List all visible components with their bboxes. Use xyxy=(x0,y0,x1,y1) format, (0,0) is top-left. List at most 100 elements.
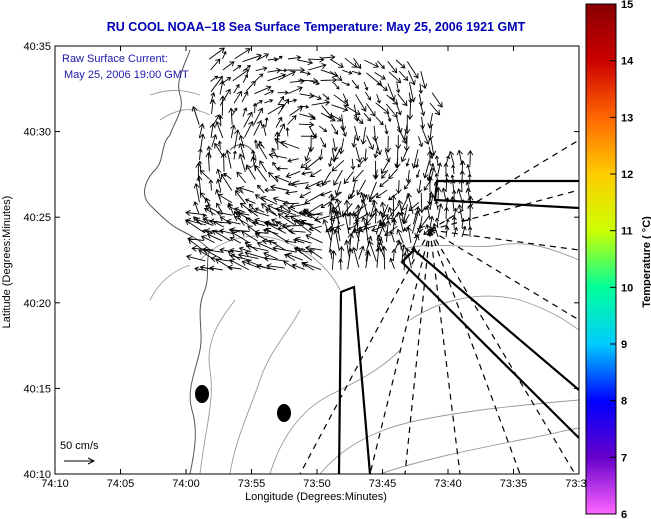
current-vector xyxy=(460,199,466,211)
current-vector xyxy=(368,181,377,201)
current-vector xyxy=(445,155,451,166)
current-vector xyxy=(305,234,323,244)
current-vector xyxy=(247,207,270,217)
scale-label: 50 cm/s xyxy=(60,440,99,452)
current-vector xyxy=(347,211,353,226)
current-vector xyxy=(395,59,406,69)
current-vector xyxy=(444,173,449,184)
current-vector xyxy=(287,227,306,235)
current-vector xyxy=(246,243,269,252)
current-vector xyxy=(373,146,379,159)
current-vector xyxy=(308,80,321,86)
current-vector xyxy=(331,104,349,112)
colorbar-label: Temperature ( °C) xyxy=(641,216,651,308)
current-vector xyxy=(342,212,350,235)
current-vector xyxy=(427,193,432,206)
current-vector xyxy=(299,104,310,109)
current-vector xyxy=(218,228,233,234)
current-vector xyxy=(287,55,302,61)
current-vector xyxy=(263,255,286,262)
current-vector xyxy=(254,139,258,149)
current-vector xyxy=(293,219,312,234)
coastline xyxy=(144,49,257,475)
current-vector xyxy=(216,210,233,217)
current-vector xyxy=(300,71,312,76)
current-vector xyxy=(238,142,246,160)
current-vector xyxy=(418,83,423,94)
current-vector xyxy=(275,221,296,235)
current-vector xyxy=(358,245,365,260)
current-vector xyxy=(349,180,356,200)
current-vector xyxy=(246,164,256,180)
current-vector xyxy=(466,163,471,175)
current-vector xyxy=(351,70,362,76)
current-vector xyxy=(208,218,232,225)
current-vector xyxy=(242,74,249,83)
radial-line xyxy=(429,229,580,251)
current-vector xyxy=(343,104,361,116)
current-vector xyxy=(256,241,278,252)
current-vector xyxy=(320,112,336,122)
contour-line xyxy=(199,299,236,475)
current-vector xyxy=(254,165,268,182)
current-vector xyxy=(286,98,298,103)
current-vector xyxy=(234,129,241,149)
current-vector xyxy=(353,57,362,69)
current-vector xyxy=(391,248,397,261)
transect-beams xyxy=(337,179,580,475)
current-vector xyxy=(407,70,416,86)
current-vector xyxy=(256,263,277,271)
current-vector xyxy=(415,169,421,179)
current-vector xyxy=(203,248,223,260)
current-vector xyxy=(398,70,409,82)
current-vector xyxy=(261,123,267,137)
current-vector xyxy=(222,50,227,60)
current-vector xyxy=(350,158,356,171)
current-vector xyxy=(341,125,347,137)
current-vector xyxy=(364,250,371,269)
current-vector xyxy=(255,66,268,72)
current-vector xyxy=(427,113,434,129)
current-vector xyxy=(467,173,472,184)
current-vector xyxy=(367,240,377,262)
current-vector xyxy=(400,243,407,262)
current-vector xyxy=(379,179,389,188)
current-vector xyxy=(285,190,298,196)
current-vector xyxy=(418,136,424,148)
current-vector xyxy=(338,138,345,155)
current-vector xyxy=(431,92,443,108)
current-vector xyxy=(360,127,367,145)
current-vector xyxy=(245,80,256,92)
current-vector xyxy=(364,59,379,68)
radial-line xyxy=(429,139,580,231)
current-vector xyxy=(233,83,240,94)
current-vector xyxy=(229,259,249,270)
beam-polygon xyxy=(433,179,580,210)
current-vector xyxy=(429,166,436,184)
current-vector xyxy=(277,95,285,106)
contour-line xyxy=(409,295,580,331)
current-vector xyxy=(457,204,464,220)
current-vector xyxy=(219,80,225,95)
current-vector xyxy=(389,257,395,269)
current-vector xyxy=(405,192,414,215)
current-vector xyxy=(384,149,391,163)
current-vector xyxy=(255,73,264,82)
current-vector xyxy=(396,103,402,116)
current-vector xyxy=(299,92,315,99)
current-vector xyxy=(272,161,279,171)
current-vector xyxy=(272,196,290,204)
current-vector xyxy=(197,148,203,160)
current-vector xyxy=(230,124,236,139)
current-vector xyxy=(333,82,340,90)
radial-line xyxy=(404,229,431,475)
current-vector xyxy=(341,81,351,87)
current-vector xyxy=(208,179,214,191)
current-vector xyxy=(280,140,300,149)
current-vector xyxy=(257,184,265,194)
current-vector xyxy=(231,231,250,243)
current-vector xyxy=(405,169,412,184)
current-vector xyxy=(209,98,216,114)
current-vector xyxy=(277,90,289,95)
current-vector xyxy=(311,99,331,106)
